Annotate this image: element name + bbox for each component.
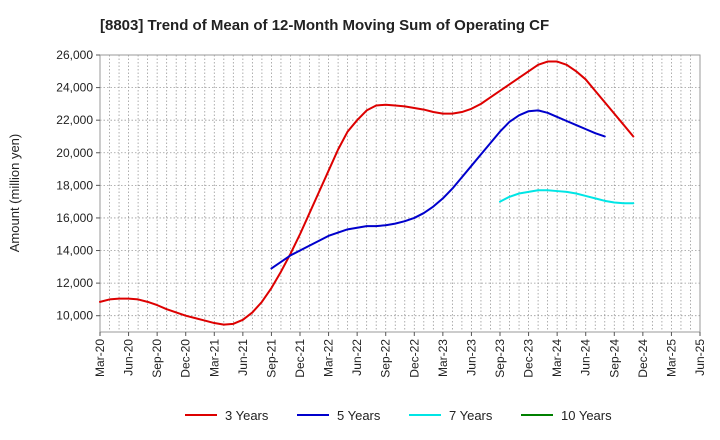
plot-area [99, 54, 701, 333]
y-tick-label: 10,000 [56, 309, 93, 323]
y-axis-ticks: 10,000 12,000 14,000 16,000 18,000 20,000 22,0… [56, 48, 100, 323]
x-tick-label: Sep-20 [150, 339, 164, 378]
legend-label: 7 Years [449, 408, 493, 423]
y-tick-label: 14,000 [56, 244, 93, 258]
x-tick-label: Jun-25 [693, 339, 707, 376]
x-tick-label: Mar-21 [207, 339, 221, 377]
x-tick-label: Dec-24 [636, 339, 650, 378]
series-line-5-years [270, 109, 606, 270]
x-tick-label: Mar-24 [550, 339, 564, 377]
x-tick-label: Jun-23 [464, 339, 478, 376]
y-tick-label: 20,000 [56, 146, 93, 160]
legend-label: 5 Years [337, 408, 381, 423]
x-axis-ticks: Mar-20 Jun-20 Sep-20 Dec-20 Mar-21 Jun-21 Sep-… [93, 332, 707, 378]
x-tick-label: Mar-22 [322, 339, 336, 377]
y-tick-label: 26,000 [56, 48, 93, 62]
legend-label: 10 Years [561, 408, 612, 423]
x-tick-label: Mar-25 [664, 339, 678, 377]
y-tick-label: 16,000 [56, 211, 93, 225]
y-tick-label: 18,000 [56, 178, 93, 192]
chart-title: [8803] Trend of Mean of 12-Month Moving … [100, 17, 549, 34]
x-tick-label: Sep-23 [493, 339, 507, 378]
y-tick-label: 24,000 [56, 81, 93, 95]
x-tick-label: Dec-23 [522, 339, 536, 378]
x-tick-label: Sep-22 [379, 339, 393, 378]
x-tick-label: Sep-21 [264, 339, 278, 378]
x-tick-label: Sep-24 [607, 339, 621, 378]
x-tick-label: Dec-22 [407, 339, 421, 378]
legend-label: 3 Years [225, 408, 269, 423]
y-tick-label: 22,000 [56, 113, 93, 127]
x-tick-label: Jun-22 [350, 339, 364, 376]
x-tick-label: Dec-21 [293, 339, 307, 378]
y-axis-label: Amount (million yen) [7, 134, 22, 253]
x-tick-label: Mar-20 [93, 339, 107, 377]
y-tick-label: 12,000 [56, 276, 93, 290]
legend: 3 Years 5 Years 7 Years 10 Years [185, 408, 612, 423]
x-tick-label: Jun-24 [579, 339, 593, 376]
series-lines [99, 60, 635, 326]
series-line-7-years [499, 189, 635, 205]
x-tick-label: Jun-20 [122, 339, 136, 376]
series-line-3-years [99, 60, 635, 326]
x-tick-label: Mar-23 [436, 339, 450, 377]
x-tick-label: Dec-20 [179, 339, 193, 378]
x-tick-label: Jun-21 [236, 339, 250, 376]
